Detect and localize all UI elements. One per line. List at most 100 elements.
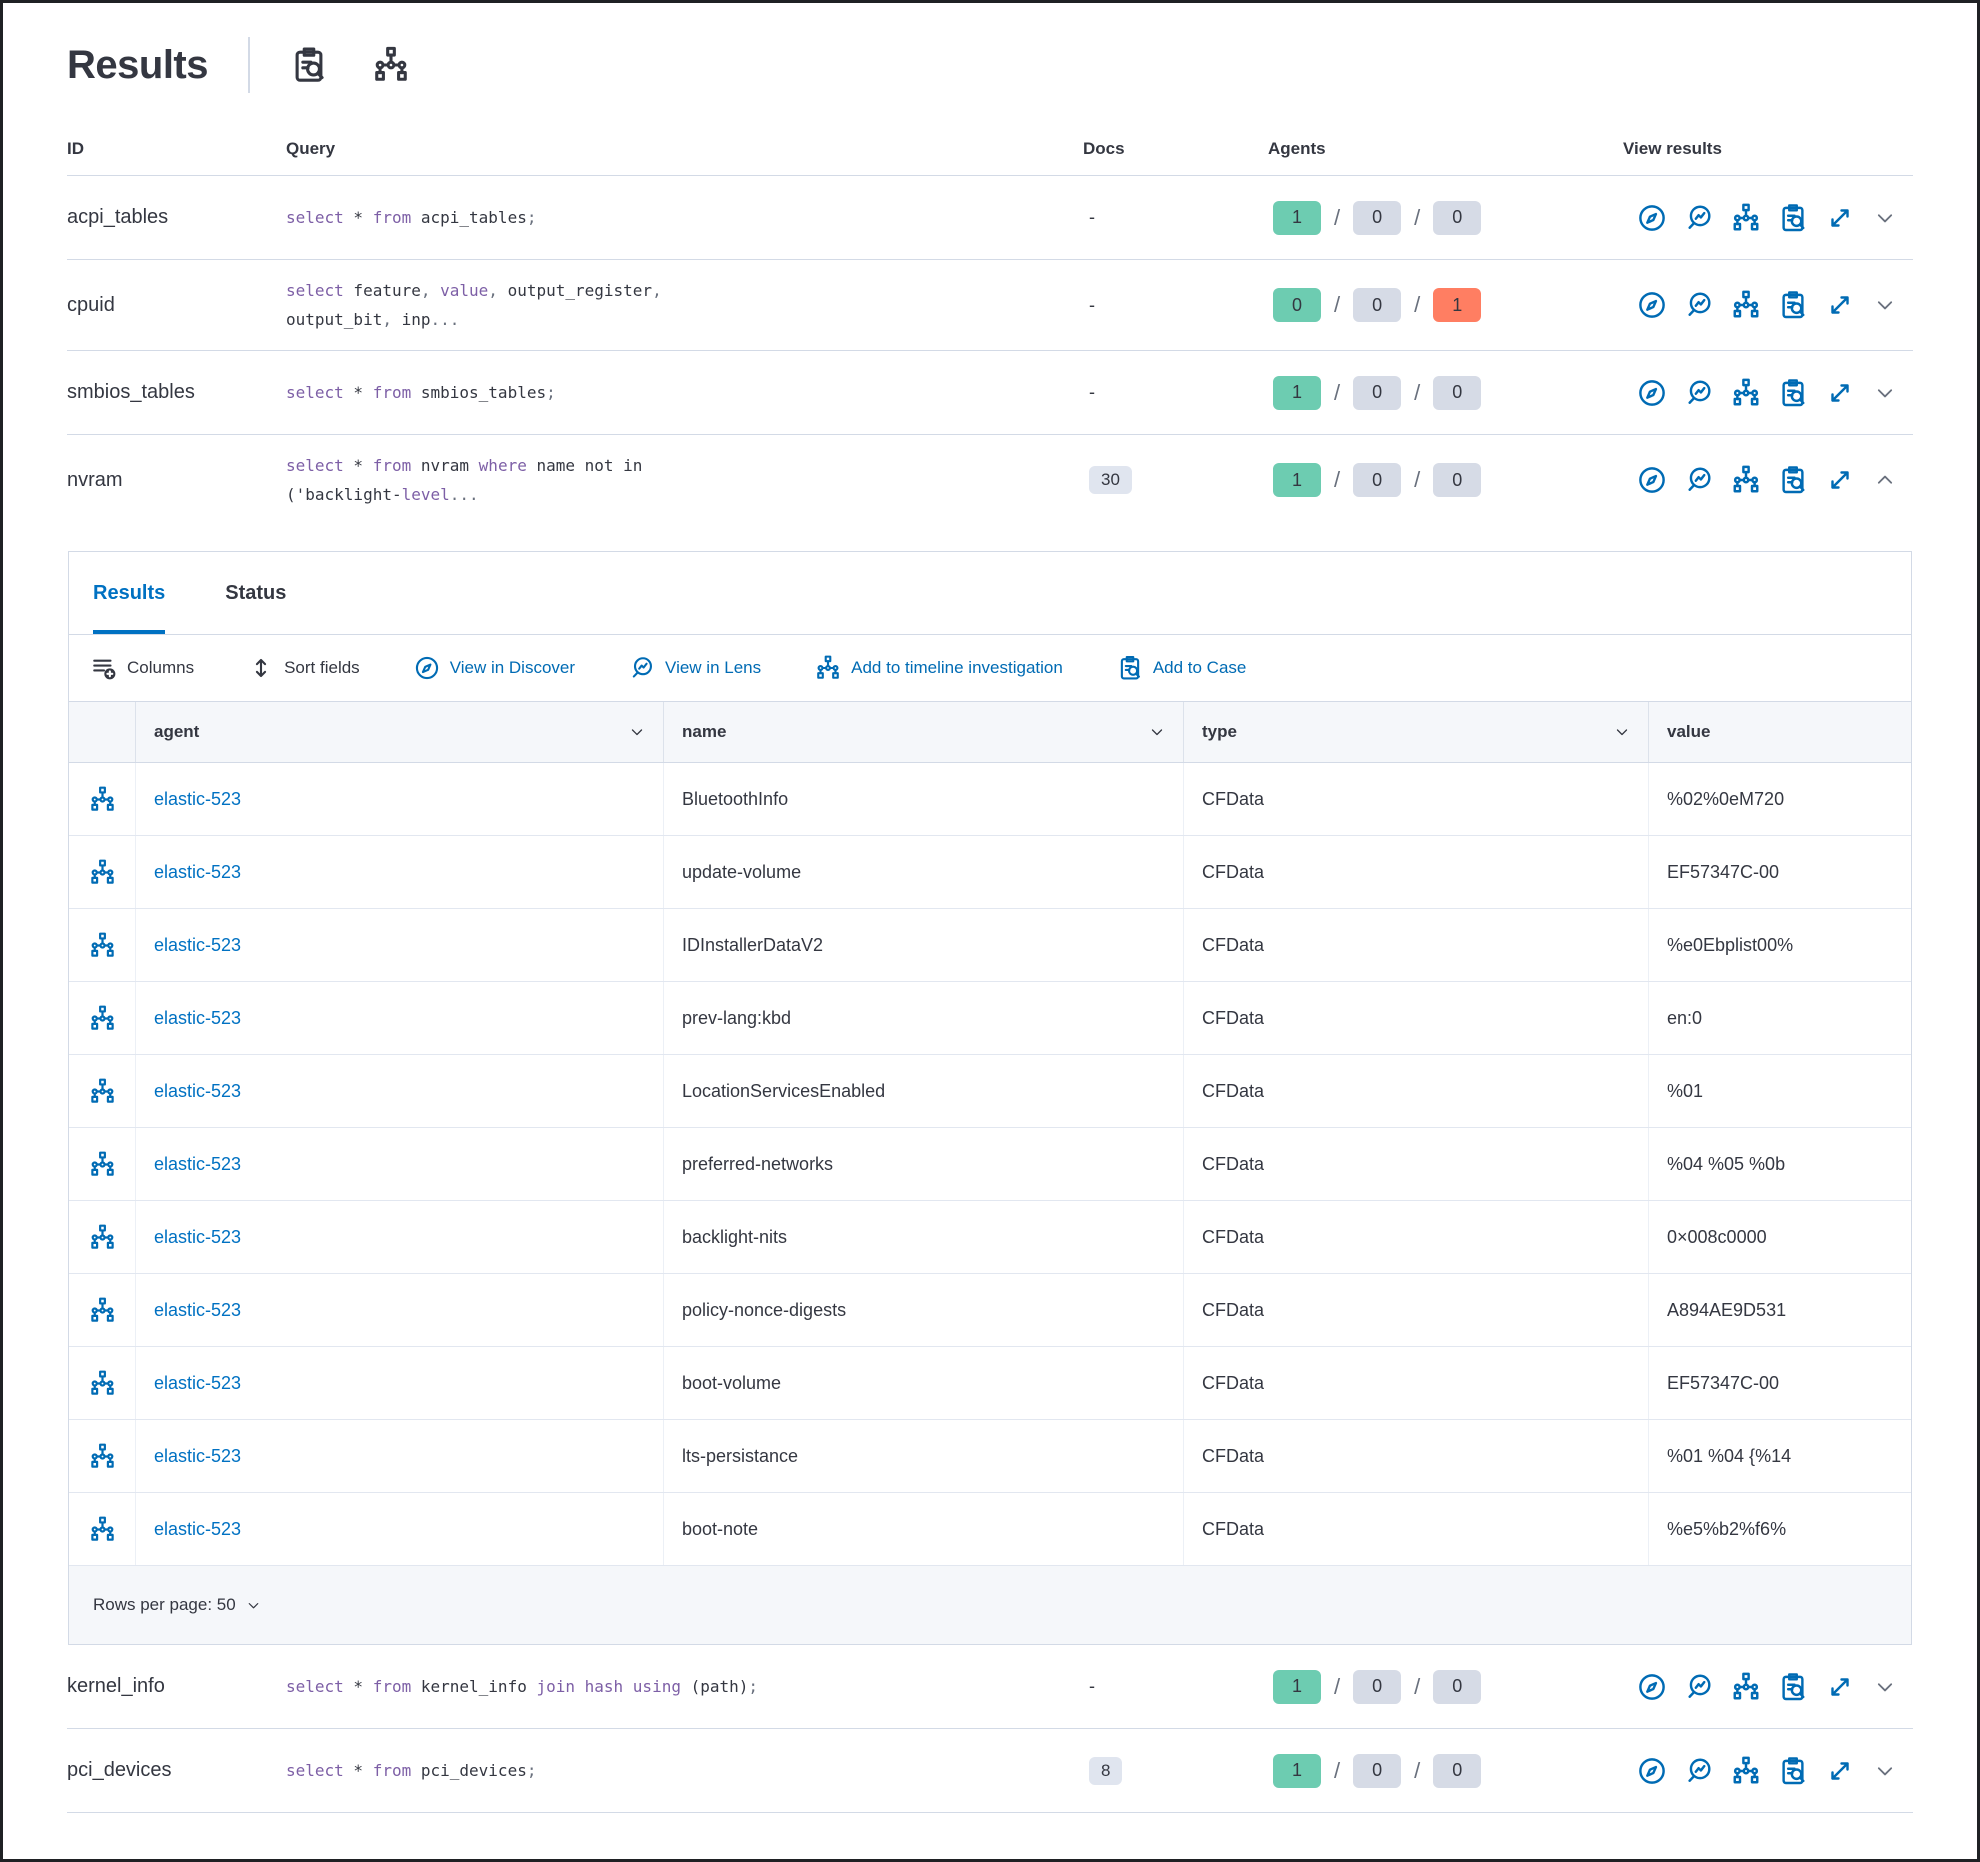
agent-link[interactable]: elastic-523 (154, 1007, 242, 1028)
agent-link[interactable]: elastic-523 (154, 1518, 242, 1539)
toolbar-sort-fields[interactable]: Sort fields (248, 655, 360, 681)
type-cell: CFData (1183, 909, 1648, 981)
sql-segment: smbios_tables (411, 383, 547, 402)
grid-column-header-agent[interactable]: agent (135, 702, 663, 762)
discover-icon[interactable] (1637, 1756, 1667, 1786)
lens-icon[interactable] (1684, 1756, 1714, 1786)
grid-column-header-type[interactable]: type (1183, 702, 1648, 762)
toolbar-add-to-case[interactable]: Add to Case (1117, 655, 1246, 681)
toolbar-columns[interactable]: Columns (91, 655, 194, 681)
tree-icon[interactable] (89, 1078, 116, 1105)
tree-icon[interactable] (89, 1151, 116, 1178)
case-icon[interactable] (1778, 203, 1808, 233)
timeline-icon[interactable] (1731, 203, 1761, 233)
results-grid-rows: elastic-523 BluetoothInfo CFData %02%0eM720… (69, 763, 1911, 1566)
lens-icon[interactable] (1684, 1672, 1714, 1702)
tree-icon[interactable] (89, 859, 116, 886)
grid-column-header-value[interactable]: value (1648, 702, 1911, 762)
sql-segment: acpi_tables (411, 208, 527, 227)
tree-icon[interactable] (89, 1297, 116, 1324)
tree-icon[interactable] (89, 1224, 116, 1251)
chevron-down-icon[interactable] (1874, 1676, 1896, 1698)
sql-segment: from (372, 208, 412, 227)
case-icon[interactable] (1778, 1672, 1808, 1702)
timeline-icon[interactable] (1731, 378, 1761, 408)
case-icon[interactable] (1778, 378, 1808, 408)
agent-link[interactable]: elastic-523 (154, 1372, 242, 1393)
agent-link[interactable]: elastic-523 (154, 1299, 242, 1320)
pagination-footer[interactable]: Rows per page: 50 (69, 1566, 1911, 1644)
agent-link[interactable]: elastic-523 (154, 1080, 242, 1101)
case-icon[interactable] (1778, 465, 1808, 495)
tab-results[interactable]: Results (93, 552, 166, 634)
agent-link[interactable]: elastic-523 (154, 788, 242, 809)
columns-icon (91, 655, 117, 681)
expand-icon[interactable] (1825, 290, 1855, 320)
agent-link[interactable]: elastic-523 (154, 1153, 242, 1174)
tree-icon[interactable] (89, 1005, 116, 1032)
tab-status[interactable]: Status (225, 581, 287, 604)
timeline-icon[interactable] (1731, 1672, 1761, 1702)
name-cell: BluetoothInfo (663, 763, 1183, 835)
chevron-down-icon[interactable] (629, 724, 645, 740)
agent-link[interactable]: elastic-523 (154, 1226, 242, 1247)
discover-icon[interactable] (1637, 290, 1667, 320)
expand-icon[interactable] (1825, 465, 1855, 495)
toolbar-add-to-timeline-investigation[interactable]: Add to timeline investigation (815, 655, 1063, 681)
agent-cell: elastic-523 (135, 763, 663, 835)
panel-tabs: Results Status (69, 552, 1911, 635)
docs-count: 8 (1089, 1756, 1123, 1785)
expand-icon[interactable] (1825, 1672, 1855, 1702)
tree-icon[interactable] (89, 786, 116, 813)
view-results-actions (1623, 1756, 1913, 1786)
case-icon[interactable] (1778, 290, 1808, 320)
case-icon[interactable] (1778, 1756, 1808, 1786)
sql-segment: * (343, 1677, 373, 1696)
sql-segment: select (286, 281, 344, 300)
agent-badge-gray: 0 (1433, 463, 1482, 497)
docs-count: - (1089, 207, 1095, 227)
row-detail-cell (69, 1128, 135, 1200)
lens-icon[interactable] (1684, 290, 1714, 320)
agent-link[interactable]: elastic-523 (154, 861, 242, 882)
discover-icon[interactable] (1637, 465, 1667, 495)
tree-icon[interactable] (89, 1370, 116, 1397)
chevron-down-icon[interactable] (1874, 382, 1896, 404)
rows-per-page-label[interactable]: Rows per page: 50 (93, 1595, 236, 1614)
lens-icon[interactable] (1684, 465, 1714, 495)
chevron-down-icon[interactable] (1149, 724, 1165, 740)
discover-icon[interactable] (1637, 1672, 1667, 1702)
expand-icon[interactable] (1825, 203, 1855, 233)
sql-segment: from (372, 456, 412, 475)
timeline-icon[interactable] (1731, 465, 1761, 495)
name-cell: LocationServicesEnabled (663, 1055, 1183, 1127)
tree-icon[interactable] (89, 1443, 116, 1470)
expand-icon[interactable] (1825, 378, 1855, 408)
sql-segment: ... (430, 310, 460, 329)
agent-badge-green: 1 (1273, 200, 1321, 235)
agents-status: 1 / 0 / 0 (1268, 1669, 1623, 1704)
sql-segment: * (343, 1761, 373, 1780)
tree-icon[interactable] (89, 932, 116, 959)
timeline-icon[interactable] (1731, 290, 1761, 320)
agent-link[interactable]: elastic-523 (154, 934, 242, 955)
chevron-up-icon[interactable] (1874, 469, 1896, 491)
agent-link[interactable]: elastic-523 (154, 1445, 242, 1466)
timeline-icon[interactable] (1731, 1756, 1761, 1786)
discover-icon[interactable] (1637, 378, 1667, 408)
grid-column-header-name[interactable]: name (663, 702, 1183, 762)
lens-icon[interactable] (1684, 378, 1714, 408)
expand-icon[interactable] (1825, 1756, 1855, 1786)
chevron-down-icon[interactable] (1874, 1760, 1896, 1782)
chevron-down-icon[interactable] (1874, 294, 1896, 316)
agent-badge-gray: 0 (1353, 288, 1402, 322)
toolbar-view-in-lens[interactable]: View in Lens (629, 655, 761, 681)
tree-icon[interactable] (89, 1516, 116, 1543)
toolbar-view-in-discover[interactable]: View in Discover (414, 655, 575, 681)
chevron-down-icon[interactable] (1874, 207, 1896, 229)
inspect-icon[interactable] (290, 46, 328, 84)
discover-icon[interactable] (1637, 203, 1667, 233)
chevron-down-icon[interactable] (1614, 724, 1630, 740)
tree-icon[interactable] (372, 46, 410, 84)
lens-icon[interactable] (1684, 203, 1714, 233)
